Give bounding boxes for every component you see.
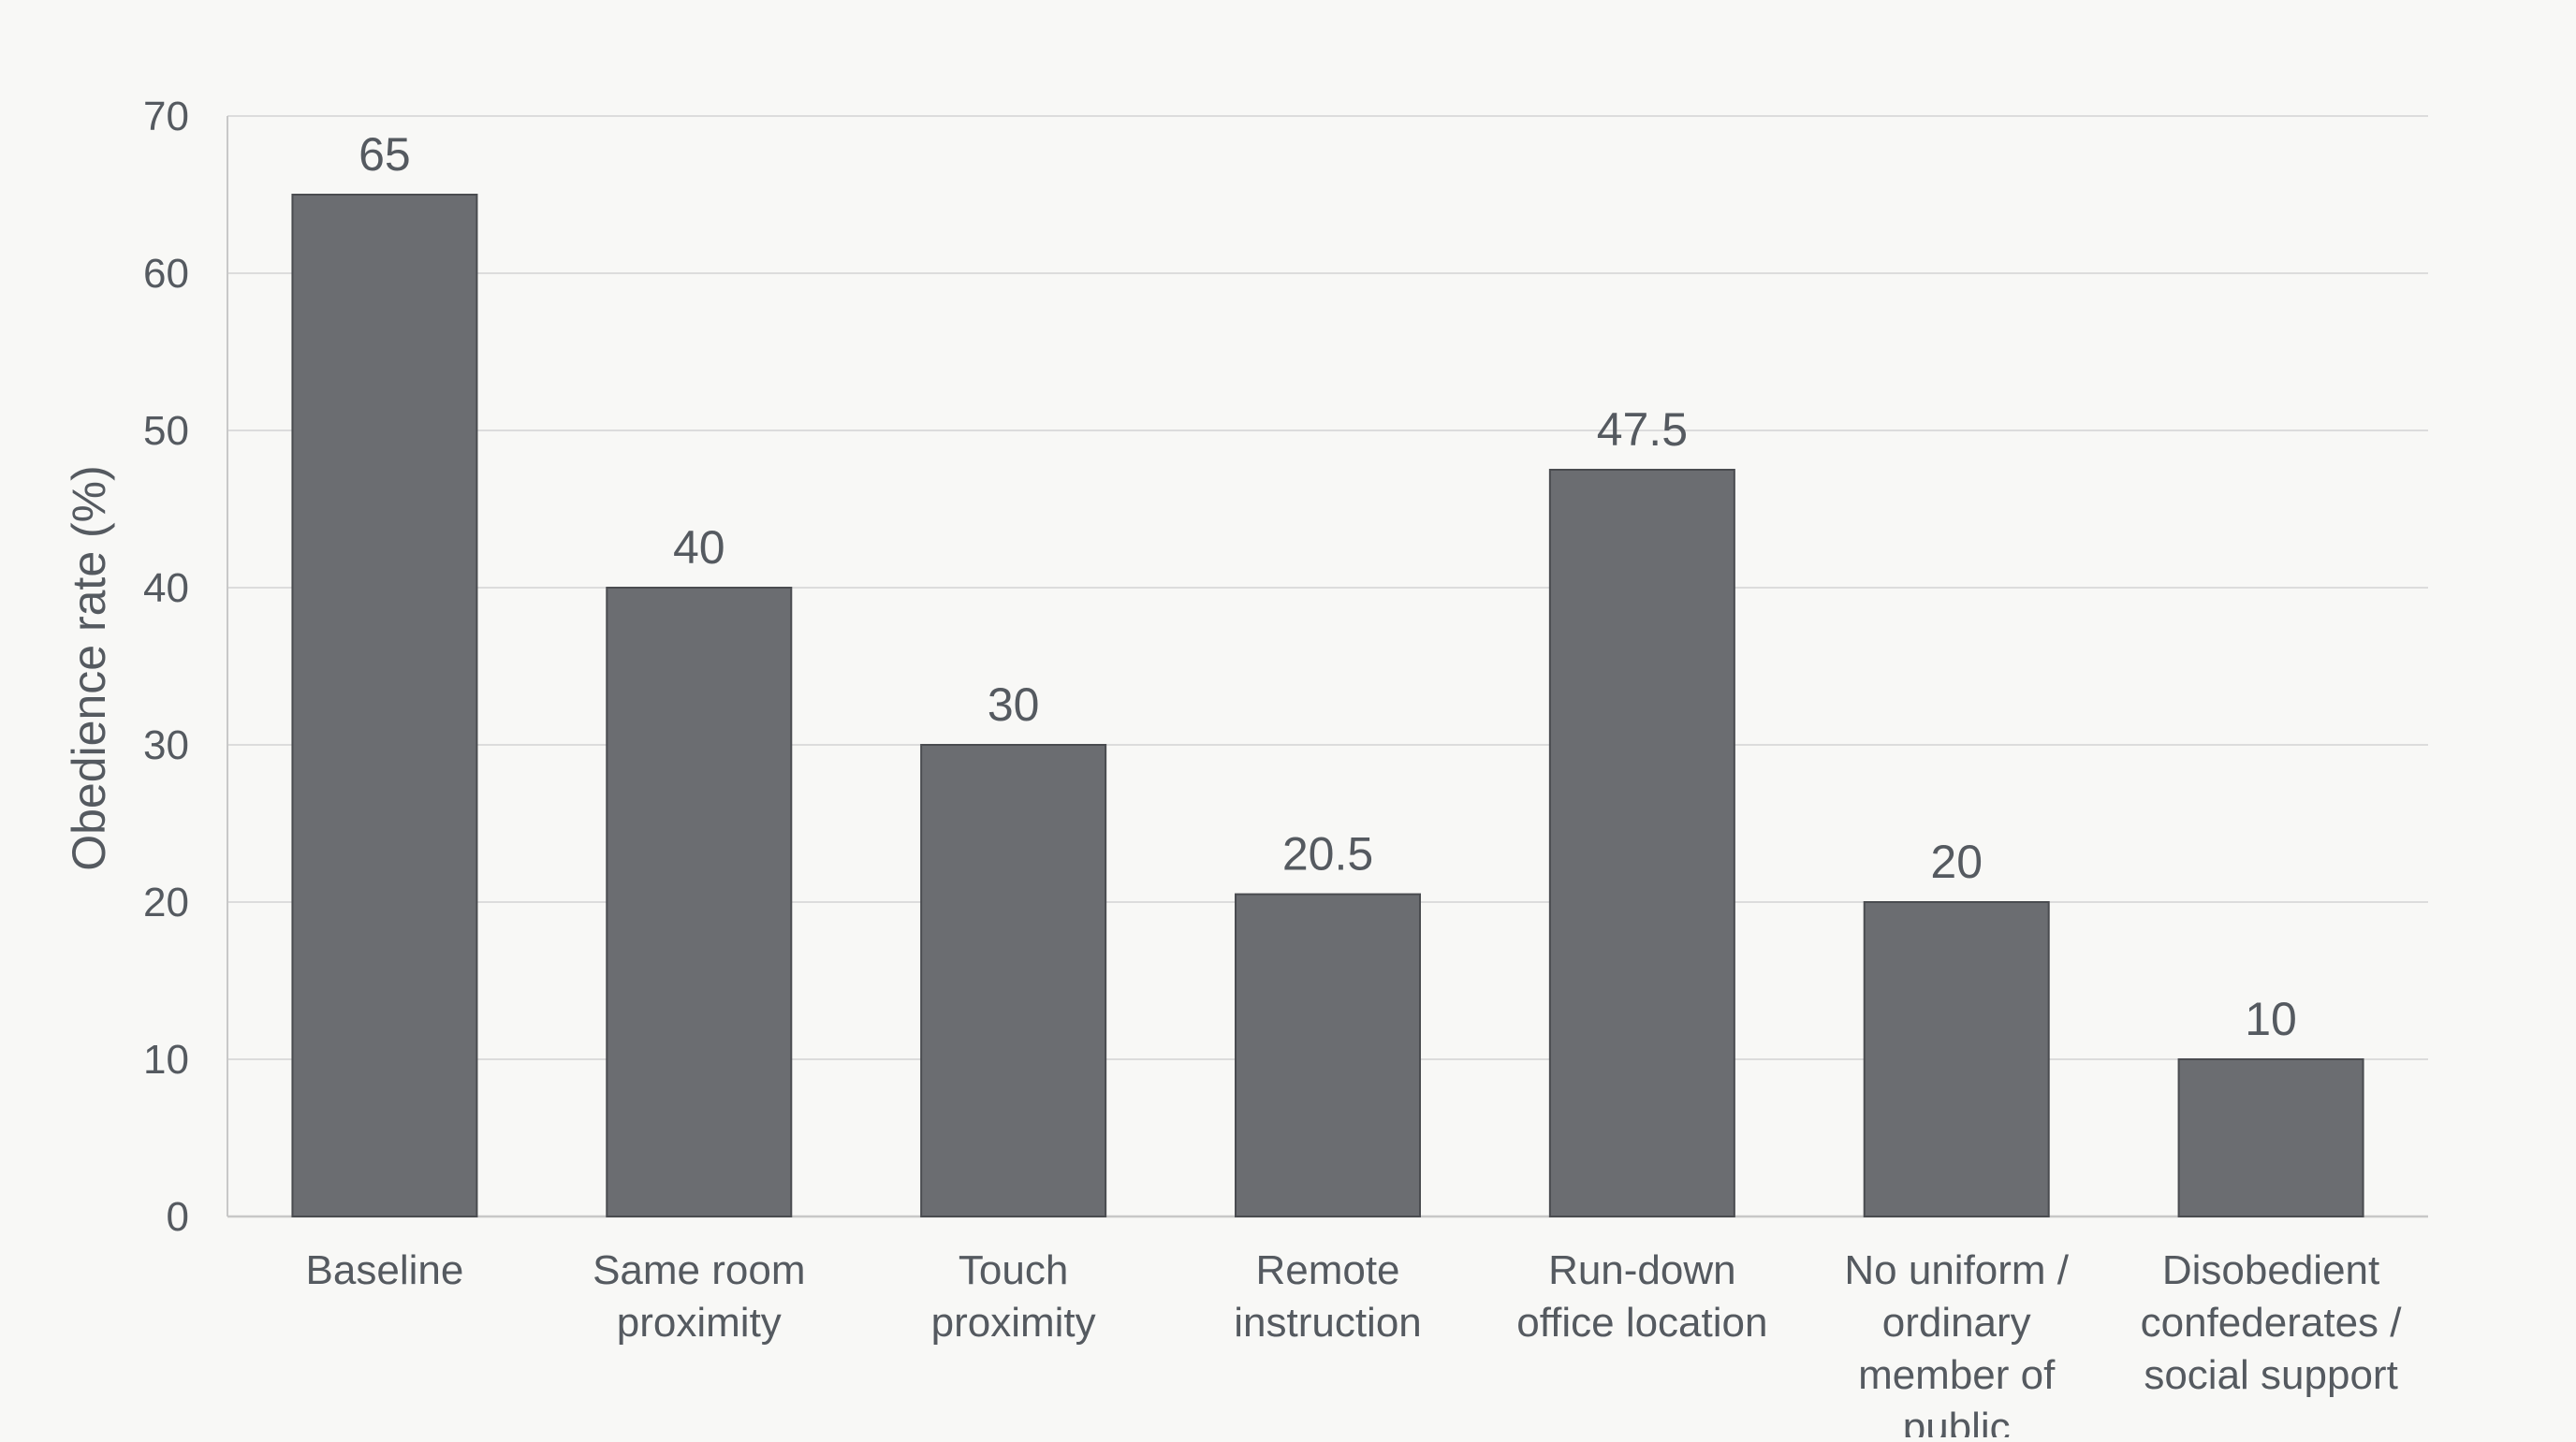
bar bbox=[920, 744, 1107, 1217]
bar bbox=[606, 587, 793, 1217]
x-category-label: Run-down office location bbox=[1516, 1247, 1767, 1346]
x-category-label: Touch proximity bbox=[931, 1247, 1096, 1346]
x-category-label: Remote instruction bbox=[1234, 1247, 1422, 1346]
data-label: 20.5 bbox=[1282, 828, 1373, 881]
y-axis-ticks: 0 10 20 30 40 50 60 70 bbox=[143, 94, 189, 1240]
y-tick-label: 10 bbox=[143, 1037, 189, 1083]
data-label: 30 bbox=[988, 678, 1040, 731]
data-label: 10 bbox=[2245, 993, 2297, 1045]
data-label: 65 bbox=[359, 128, 411, 181]
x-axis-categories: Baseline Same room proximity Touch proximity… bbox=[306, 1247, 2403, 1442]
bars bbox=[291, 194, 2364, 1217]
data-labels: 65 40 30 20.5 47.5 20 10 bbox=[359, 128, 2297, 1045]
data-label: 20 bbox=[1930, 836, 1983, 888]
x-category-label: Disobedient confederates / social support bbox=[2141, 1247, 2403, 1398]
x-category-label: No uniform / ordinary member of public bbox=[1844, 1247, 2069, 1437]
bar bbox=[1235, 893, 1421, 1217]
data-label: 40 bbox=[673, 521, 725, 574]
x-category-label: Baseline bbox=[306, 1247, 464, 1293]
bar bbox=[1548, 469, 1735, 1217]
y-tick-label: 20 bbox=[143, 880, 189, 925]
gridlines bbox=[227, 115, 2428, 1218]
y-tick-label: 0 bbox=[167, 1194, 189, 1240]
x-category-label: Same room proximity bbox=[593, 1247, 805, 1346]
y-tick-label: 70 bbox=[143, 94, 189, 139]
y-tick-label: 50 bbox=[143, 408, 189, 454]
y-tick-label: 30 bbox=[143, 722, 189, 768]
bar bbox=[291, 194, 478, 1217]
y-tick-label: 60 bbox=[143, 251, 189, 297]
bar bbox=[1863, 901, 2050, 1217]
y-tick-label: 40 bbox=[143, 565, 189, 611]
bar bbox=[2177, 1058, 2364, 1217]
y-axis-title: Obedience rate (%) bbox=[63, 465, 115, 871]
data-label: 47.5 bbox=[1597, 403, 1688, 456]
